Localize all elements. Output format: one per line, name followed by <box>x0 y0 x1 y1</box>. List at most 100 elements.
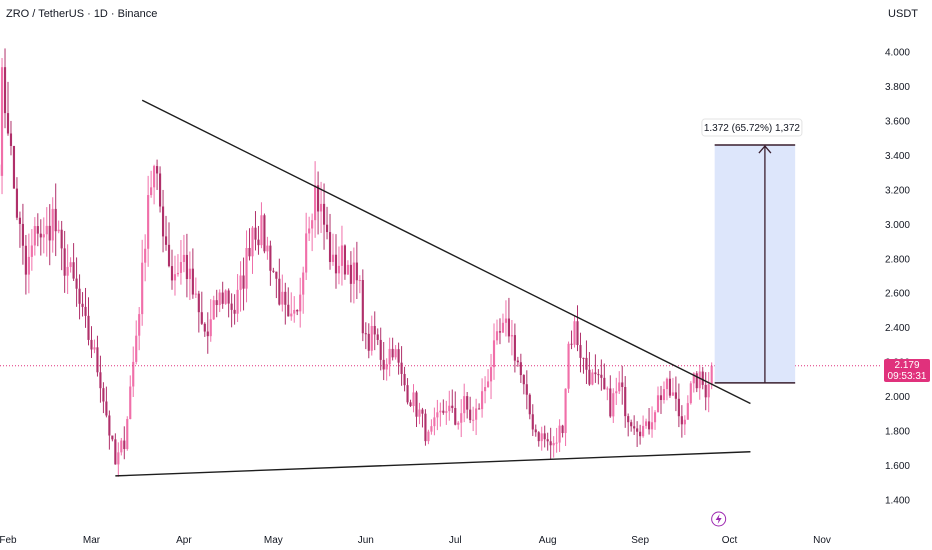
candle-body <box>692 373 695 384</box>
candle-body <box>561 425 564 434</box>
candle-body <box>272 270 275 272</box>
measure-arrow-head <box>758 145 772 154</box>
candle-body <box>698 371 701 389</box>
candle-body <box>424 413 427 442</box>
candle-body <box>683 419 686 425</box>
x-tick-label: Feb <box>0 535 17 546</box>
candle-body <box>182 254 185 263</box>
candle-body <box>96 347 99 373</box>
candle-body <box>24 245 27 275</box>
x-tick-label: Jul <box>449 535 462 546</box>
candle-body <box>54 208 57 232</box>
candle-body <box>412 392 415 407</box>
y-tick-label: 3.000 <box>885 220 910 231</box>
candle-body <box>489 367 493 382</box>
candle-body <box>266 245 269 252</box>
candle-body <box>615 391 618 394</box>
candle-body <box>245 247 248 289</box>
candle-body <box>320 203 323 212</box>
candle-body <box>167 244 171 267</box>
candle-body <box>370 325 373 351</box>
candle-body <box>51 208 54 241</box>
last-price-value: 2.179 <box>894 360 920 371</box>
candle-body <box>39 233 42 238</box>
candle-body <box>12 145 16 189</box>
candle-body <box>439 410 442 413</box>
candle-body <box>516 360 519 363</box>
candle-body <box>612 393 615 417</box>
candle-body <box>153 166 156 188</box>
candle-body <box>248 247 251 257</box>
candle-body <box>254 227 257 240</box>
candle-body <box>573 321 576 345</box>
bar-countdown: 09:53:31 <box>887 371 927 382</box>
candle-body <box>633 426 636 429</box>
candle-body <box>579 345 582 358</box>
candle-body <box>418 409 421 417</box>
candle-body <box>630 422 633 427</box>
candle-body <box>257 239 260 246</box>
candle-body <box>382 359 385 370</box>
candle-body <box>522 375 525 385</box>
candle-body <box>132 361 135 387</box>
lower-trendline[interactable] <box>115 451 751 477</box>
candle-body <box>567 343 570 389</box>
candle-body <box>406 385 409 403</box>
candle-body <box>671 392 674 396</box>
lightning-icon[interactable] <box>711 511 727 527</box>
candle-body <box>457 422 460 425</box>
candle-body <box>552 443 555 446</box>
candle-body <box>507 318 510 337</box>
upper-trendline[interactable] <box>141 99 751 405</box>
candle-body <box>391 348 394 358</box>
candle-body <box>311 220 314 229</box>
candle-body <box>650 422 654 430</box>
x-tick-label: Nov <box>813 535 831 546</box>
candle-body <box>33 226 36 246</box>
candle-body <box>81 303 84 307</box>
candle-body <box>331 254 335 262</box>
candle-body <box>606 388 609 390</box>
x-tick-label: Jun <box>358 535 374 546</box>
candle-body <box>415 392 418 417</box>
candle-body <box>349 264 352 284</box>
candle-body <box>42 234 45 238</box>
candle-body <box>170 266 174 281</box>
candle-body <box>308 228 311 234</box>
candle-body <box>656 395 660 413</box>
candle-body <box>194 293 197 295</box>
candle-body <box>543 433 546 440</box>
candle-body <box>15 188 19 218</box>
candle-body <box>591 372 594 385</box>
candle-body <box>454 408 457 425</box>
candle-body <box>659 395 663 400</box>
candle-body <box>361 279 364 334</box>
candle-body <box>469 409 472 421</box>
candle-body <box>66 266 69 276</box>
y-tick-label: 2.800 <box>885 254 910 265</box>
candle-body <box>150 187 153 196</box>
candle-body <box>636 428 639 432</box>
candle-body <box>191 268 194 295</box>
candle-body <box>90 339 93 350</box>
candle-body <box>99 372 102 389</box>
candle-body <box>618 382 621 392</box>
measure-box[interactable] <box>714 145 796 383</box>
candle-body <box>48 225 51 241</box>
candle-body <box>111 435 114 440</box>
candle-body <box>376 334 379 340</box>
chart-title: ZRO / TetherUS · 1D · Binance <box>6 8 158 20</box>
candle-body <box>197 293 200 313</box>
candle-body <box>355 262 358 281</box>
candle-body <box>403 373 406 386</box>
candle-body <box>564 388 567 434</box>
y-tick-label: 3.800 <box>885 82 910 93</box>
candle-body <box>206 331 209 337</box>
candle-body <box>108 415 111 436</box>
candle-body <box>346 264 349 275</box>
candle-body <box>328 232 332 262</box>
candle-body <box>63 248 66 276</box>
candle-body <box>322 203 326 225</box>
candle-body <box>314 185 317 221</box>
